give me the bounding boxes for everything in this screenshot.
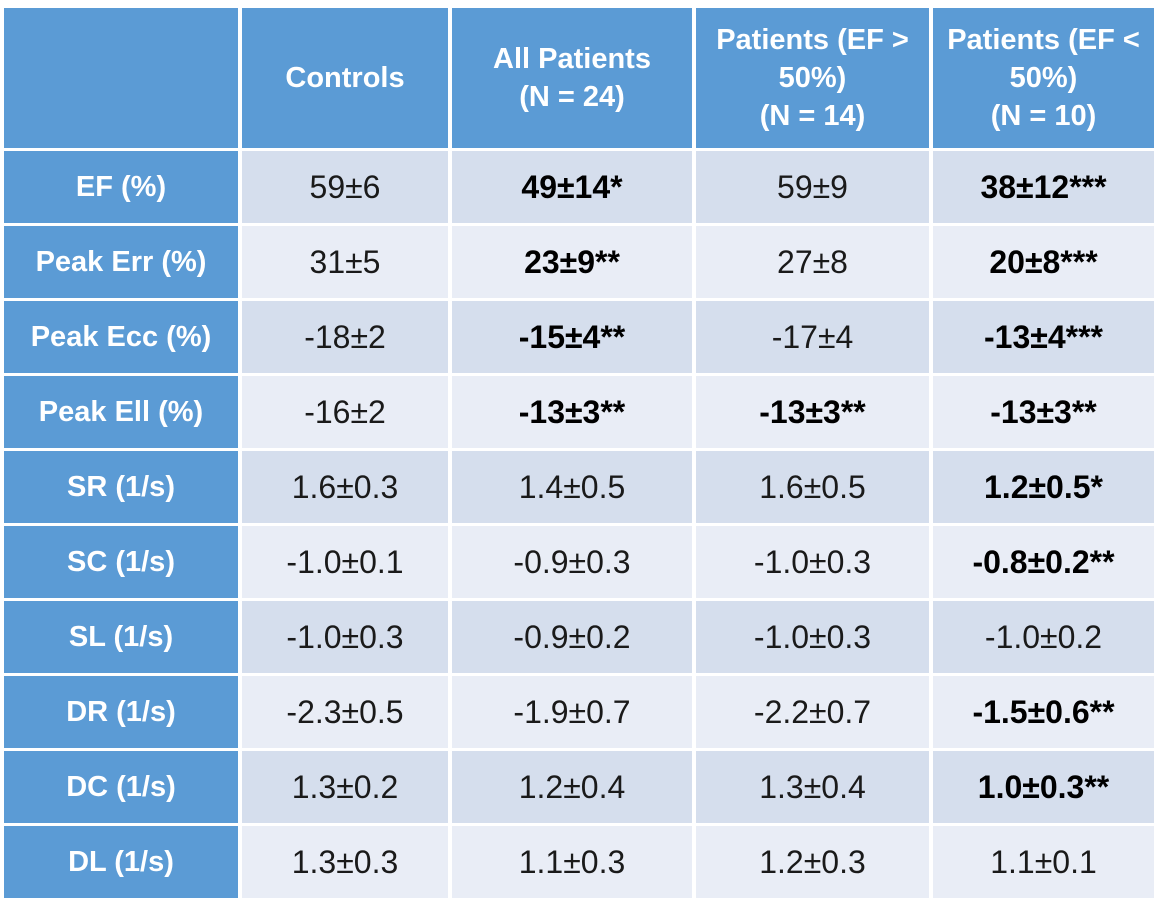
table-row: DC (1/s) 1.3±0.2 1.2±0.4 1.3±0.4 1.0±0.3** <box>4 751 1154 823</box>
value-cell: -0.8±0.2** <box>933 526 1154 598</box>
row-label: EF (%) <box>4 151 238 223</box>
row-label: DR (1/s) <box>4 676 238 748</box>
table-head: Controls All Patients (N = 24) Patients (E… <box>4 8 1154 148</box>
column-header: Patients (EF > 50%) (N = 14) <box>696 8 929 148</box>
value-cell: -1.0±0.2 <box>933 601 1154 673</box>
corner-cell <box>4 8 238 148</box>
row-label: Peak Ell (%) <box>4 376 238 448</box>
table-row: SC (1/s) -1.0±0.1 -0.9±0.3 -1.0±0.3 -0.8±0.2… <box>4 526 1154 598</box>
value-cell: -2.2±0.7 <box>696 676 929 748</box>
value-cell: 1.3±0.3 <box>242 826 448 898</box>
table-row: SL (1/s) -1.0±0.3 -0.9±0.2 -1.0±0.3 -1.0±0.2 <box>4 601 1154 673</box>
value-cell: -17±4 <box>696 301 929 373</box>
value-cell: 1.2±0.3 <box>696 826 929 898</box>
value-cell: -13±4*** <box>933 301 1154 373</box>
table-row: DL (1/s) 1.3±0.3 1.1±0.3 1.2±0.3 1.1±0.1 <box>4 826 1154 898</box>
row-label: SC (1/s) <box>4 526 238 598</box>
value-cell: -15±4** <box>452 301 692 373</box>
table-row: Peak Ell (%) -16±2 -13±3** -13±3** -13±3** <box>4 376 1154 448</box>
value-cell: -1.9±0.7 <box>452 676 692 748</box>
value-cell: 20±8*** <box>933 226 1154 298</box>
table-row: SR (1/s) 1.6±0.3 1.4±0.5 1.6±0.5 1.2±0.5* <box>4 451 1154 523</box>
value-cell: -1.5±0.6** <box>933 676 1154 748</box>
value-cell: 38±12*** <box>933 151 1154 223</box>
value-cell: 1.1±0.3 <box>452 826 692 898</box>
row-label: Peak Err (%) <box>4 226 238 298</box>
value-cell: -1.0±0.1 <box>242 526 448 598</box>
column-header: Patients (EF < 50%) (N = 10) <box>933 8 1154 148</box>
value-cell: 27±8 <box>696 226 929 298</box>
value-cell: 1.4±0.5 <box>452 451 692 523</box>
table-body: EF (%) 59±6 49±14* 59±9 38±12*** Peak Err (%)… <box>4 151 1154 898</box>
table-row: Peak Err (%) 31±5 23±9** 27±8 20±8*** <box>4 226 1154 298</box>
value-cell: 23±9** <box>452 226 692 298</box>
value-cell: -1.0±0.3 <box>696 526 929 598</box>
value-cell: 59±6 <box>242 151 448 223</box>
row-label: Peak Ecc (%) <box>4 301 238 373</box>
column-header: Controls <box>242 8 448 148</box>
value-cell: -2.3±0.5 <box>242 676 448 748</box>
table-row: DR (1/s) -2.3±0.5 -1.9±0.7 -2.2±0.7 -1.5±0.6… <box>4 676 1154 748</box>
row-label: SL (1/s) <box>4 601 238 673</box>
value-cell: -18±2 <box>242 301 448 373</box>
value-cell: -16±2 <box>242 376 448 448</box>
value-cell: 1.2±0.4 <box>452 751 692 823</box>
value-cell: -13±3** <box>452 376 692 448</box>
outcomes-table: Controls All Patients (N = 24) Patients (E… <box>0 5 1158 901</box>
column-header: All Patients (N = 24) <box>452 8 692 148</box>
value-cell: 1.3±0.2 <box>242 751 448 823</box>
value-cell: 1.2±0.5* <box>933 451 1154 523</box>
row-label: DL (1/s) <box>4 826 238 898</box>
value-cell: 1.6±0.5 <box>696 451 929 523</box>
value-cell: 1.0±0.3** <box>933 751 1154 823</box>
value-cell: 31±5 <box>242 226 448 298</box>
value-cell: 59±9 <box>696 151 929 223</box>
value-cell: 49±14* <box>452 151 692 223</box>
value-cell: -1.0±0.3 <box>242 601 448 673</box>
table-row: Peak Ecc (%) -18±2 -15±4** -17±4 -13±4*** <box>4 301 1154 373</box>
header-row: Controls All Patients (N = 24) Patients (E… <box>4 8 1154 148</box>
value-cell: -0.9±0.2 <box>452 601 692 673</box>
value-cell: -0.9±0.3 <box>452 526 692 598</box>
row-label: DC (1/s) <box>4 751 238 823</box>
value-cell: 1.1±0.1 <box>933 826 1154 898</box>
row-label: SR (1/s) <box>4 451 238 523</box>
value-cell: -1.0±0.3 <box>696 601 929 673</box>
value-cell: 1.3±0.4 <box>696 751 929 823</box>
value-cell: 1.6±0.3 <box>242 451 448 523</box>
table-row: EF (%) 59±6 49±14* 59±9 38±12*** <box>4 151 1154 223</box>
value-cell: -13±3** <box>696 376 929 448</box>
value-cell: -13±3** <box>933 376 1154 448</box>
